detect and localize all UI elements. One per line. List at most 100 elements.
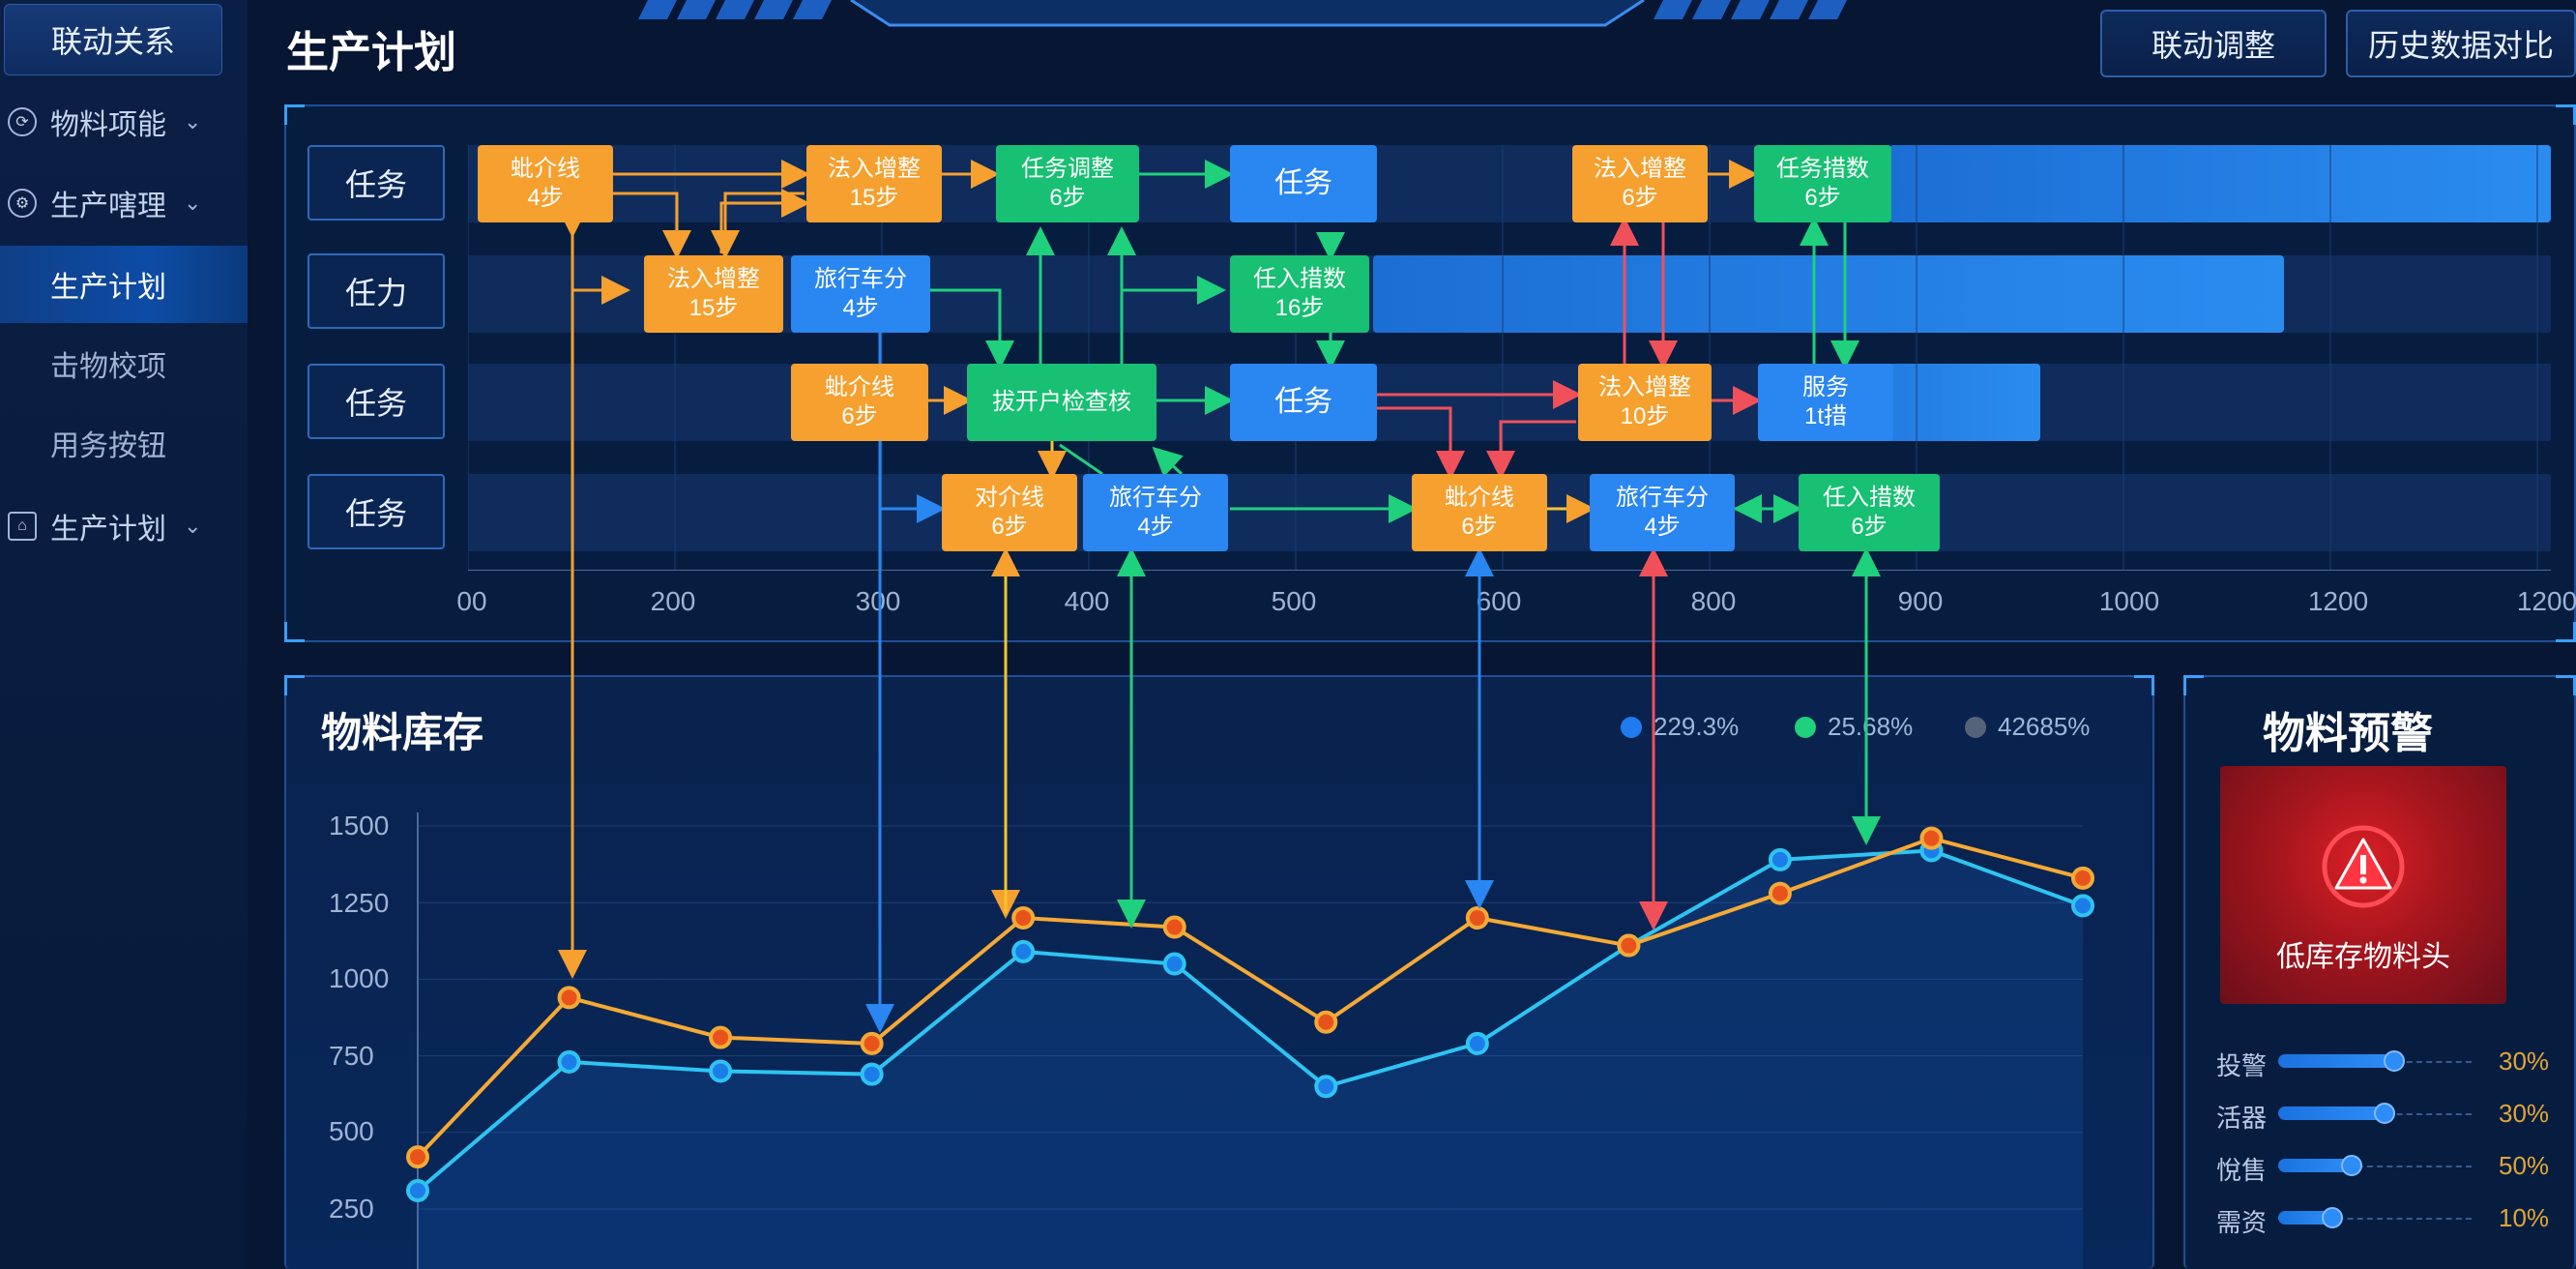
sidebar-item-service-button[interactable]: 用务按钮 xyxy=(0,404,248,482)
gantt-bar[interactable] xyxy=(1889,145,2551,222)
gantt-x-tick: 800 xyxy=(1690,586,1737,616)
data-point xyxy=(1162,952,1186,976)
gantt-node[interactable]: 拔开户检查核 xyxy=(967,364,1156,441)
node-sub: 4步 xyxy=(1137,514,1174,540)
inventory-title: 物料库存 xyxy=(321,710,484,755)
node-title: 对介线 xyxy=(975,485,1044,511)
node-sub: 16步 xyxy=(1274,295,1325,321)
progress-track xyxy=(2278,1166,2472,1167)
legend-item[interactable]: 229.3% xyxy=(1621,712,1739,742)
home-icon: ⌂ xyxy=(8,512,37,541)
gantt-node[interactable]: 蚍介线 6步 xyxy=(1412,474,1547,551)
legend-label: 229.3% xyxy=(1654,712,1740,741)
gantt-node[interactable]: 对介线 6步 xyxy=(942,474,1077,551)
legend-item[interactable]: 42685% xyxy=(1965,712,2090,742)
progress-knob[interactable] xyxy=(2341,1155,2362,1176)
area-fill xyxy=(418,850,2083,1269)
node-sub: 4步 xyxy=(1644,514,1681,540)
progress-fill xyxy=(2278,1159,2352,1172)
node-sub: 10步 xyxy=(1620,403,1670,429)
data-point xyxy=(860,1062,884,1086)
node-title: 旅行车分 xyxy=(1616,485,1709,511)
data-point xyxy=(1465,1031,1489,1055)
chevron-down-icon: ⌄ xyxy=(184,514,202,538)
alert-icon xyxy=(2322,825,2405,908)
gantt-node[interactable]: 旅行车分 4步 xyxy=(791,255,930,333)
data-point xyxy=(1314,1075,1338,1099)
sidebar-item-label: 生产计划 xyxy=(50,272,166,304)
node-title: 旅行车分 xyxy=(1109,485,1202,511)
gantt-node[interactable]: 旅行车分 4步 xyxy=(1590,474,1735,551)
linkage-adjust-button[interactable]: 联动调整 xyxy=(2100,10,2327,77)
alert-card[interactable] xyxy=(2220,766,2506,1004)
gantt-node[interactable]: 任务 xyxy=(1230,364,1377,441)
gantt-node[interactable]: 法入增整 15步 xyxy=(806,145,942,222)
data-point xyxy=(1011,906,1036,930)
sidebar-item-production-plan[interactable]: 生产计划 xyxy=(0,246,248,323)
y-tick: 750 xyxy=(329,1041,374,1071)
data-point xyxy=(1768,881,1792,905)
progress-knob[interactable] xyxy=(2374,1103,2395,1124)
data-point xyxy=(1768,847,1792,871)
gantt-node[interactable]: 任务调整 6步 xyxy=(996,145,1139,222)
gantt-x-tick: 1000 xyxy=(2098,586,2160,616)
node-title: 拔开户检查核 xyxy=(992,389,1131,415)
gantt-node[interactable]: 法入增整 15步 xyxy=(644,255,783,333)
data-point xyxy=(1465,906,1489,930)
gear-icon: ⚙ xyxy=(8,189,37,218)
sidebar-item-materials[interactable]: ⟳ 物料项能 ⌄ xyxy=(0,83,248,161)
gantt-x-tick: 600 xyxy=(1476,586,1522,616)
progress-knob[interactable] xyxy=(2384,1050,2405,1072)
history-compare-label: 历史数据对比 xyxy=(2367,28,2554,63)
gantt-node[interactable]: 任入措数 6步 xyxy=(1799,474,1940,551)
sidebar-item-label: 物料项能 xyxy=(50,109,166,141)
legend-item[interactable]: 25.68% xyxy=(1795,712,1913,742)
node-title: 蚍介线 xyxy=(825,374,894,400)
sidebar-item-inspection[interactable]: 击物校项 xyxy=(0,325,248,402)
progress-knob[interactable] xyxy=(2322,1207,2343,1228)
y-tick: 1250 xyxy=(329,888,390,918)
page-title: 生产计划 xyxy=(286,29,456,76)
data-point xyxy=(406,1145,429,1169)
gantt-node[interactable]: 法入增整 10步 xyxy=(1578,364,1712,441)
gantt-node[interactable]: 任入措数 16步 xyxy=(1230,255,1369,333)
progress-label: 悅售 xyxy=(2216,1156,2268,1185)
gantt-x-tick: 1200 xyxy=(2516,586,2576,616)
node-title: 服务 xyxy=(1802,374,1849,400)
data-point xyxy=(406,1178,429,1202)
sidebar-top-label: 联动关系 xyxy=(50,24,175,59)
data-point xyxy=(1162,915,1186,939)
sidebar-item-production-management[interactable]: ⚙ 生产嗐理 ⌄ xyxy=(0,164,248,242)
node-sub: 6步 xyxy=(1461,514,1498,540)
gantt-node[interactable]: 蚍介线 4步 xyxy=(478,145,613,222)
progress-label: 活器 xyxy=(2216,1104,2268,1133)
gantt-bar[interactable] xyxy=(1373,255,2284,333)
progress-value: 50% xyxy=(2499,1151,2550,1180)
node-title: 旅行车分 xyxy=(814,266,907,292)
sidebar-item-production-plan-2[interactable]: ⌂ 生产计划 ⌄ xyxy=(0,487,248,565)
gantt-x-tick: 500 xyxy=(1271,586,1317,616)
sidebar-item-label: 用务按钮 xyxy=(50,430,166,462)
data-point xyxy=(860,1031,884,1055)
data-point xyxy=(709,1059,733,1083)
gantt-x-tick: 300 xyxy=(855,586,901,616)
gantt-x-tick: 00 xyxy=(456,586,487,616)
history-compare-button[interactable]: 历史数据对比 xyxy=(2346,10,2576,77)
gantt-node[interactable]: 任务 xyxy=(1230,145,1377,222)
node-sub: 15步 xyxy=(688,295,739,321)
node-title: 法入增整 xyxy=(828,156,921,182)
data-point xyxy=(557,1049,581,1074)
gantt-row-label: 任务 xyxy=(307,474,445,549)
gantt-node[interactable]: 旅行车分 4步 xyxy=(1083,474,1228,551)
gantt-node[interactable]: 任务措数 6步 xyxy=(1754,145,1891,222)
node-sub: 1t措 xyxy=(1803,403,1847,429)
gantt-node[interactable]: 服务 1t措 xyxy=(1758,364,1893,441)
node-title: 任入措数 xyxy=(1823,485,1916,511)
progress-track xyxy=(2278,1218,2472,1220)
gantt-node[interactable]: 蚍介线 6步 xyxy=(791,364,928,441)
data-point xyxy=(2071,894,2094,918)
sidebar-top-button[interactable]: 联动关系 xyxy=(4,4,222,75)
node-sub: 6步 xyxy=(1851,514,1888,540)
gantt-node[interactable]: 法入增整 6步 xyxy=(1572,145,1708,222)
